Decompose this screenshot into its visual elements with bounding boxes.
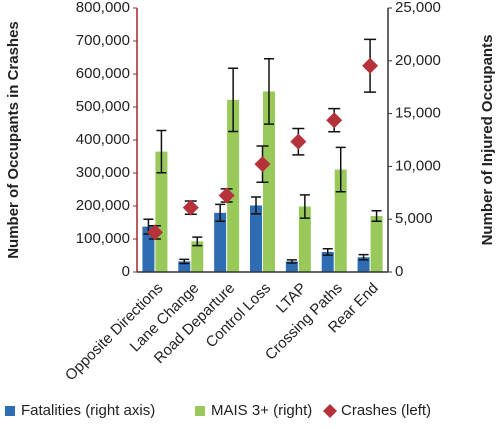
legend-swatch <box>323 404 337 418</box>
bar <box>357 257 370 272</box>
bar <box>227 99 240 272</box>
y-tick-label: 200,000 <box>76 197 130 214</box>
error-bar <box>358 253 369 261</box>
bar <box>191 241 204 272</box>
error-bar <box>264 57 274 125</box>
diamond-marker <box>326 112 343 129</box>
diamond-marker <box>254 156 271 173</box>
bar <box>370 216 383 272</box>
y-tick-label: 0 <box>122 263 130 280</box>
y2-tick-label: 10,000 <box>395 157 441 174</box>
bar <box>214 212 227 272</box>
y-tick-label: 700,000 <box>76 32 130 49</box>
y-tick-label: 400,000 <box>76 131 130 148</box>
bar <box>155 151 168 272</box>
bar <box>263 91 275 272</box>
error-bar <box>156 129 167 174</box>
y2-tick-label: 15,000 <box>395 105 441 122</box>
error-bar <box>228 67 239 133</box>
y-tick-label: 100,000 <box>76 230 130 247</box>
error-bar <box>192 236 203 247</box>
error-bar <box>371 210 382 223</box>
error-bar <box>286 259 297 264</box>
legend-swatch <box>5 406 15 416</box>
bar <box>334 169 347 272</box>
diamond-marker <box>218 187 235 204</box>
y-tick-label: 800,000 <box>76 0 130 16</box>
bar <box>250 205 262 272</box>
legend-label: Crashes (left) <box>341 402 431 419</box>
error-bar <box>335 146 346 193</box>
error-bar <box>215 203 226 223</box>
diamond-marker <box>182 199 199 216</box>
diamond-marker <box>146 224 163 241</box>
error-bar <box>299 194 310 219</box>
y-axis-title: Number of Occupants in Crashes <box>5 21 22 259</box>
bar <box>298 206 311 272</box>
y2-tick-label: 25,000 <box>395 0 441 16</box>
diamond-marker <box>362 57 379 74</box>
error-bar <box>179 258 190 265</box>
y-tick-label: 500,000 <box>76 98 130 115</box>
legend-label: Fatalities (right axis) <box>21 402 155 419</box>
bar <box>285 261 298 272</box>
bar <box>321 251 334 272</box>
y-tick-label: 600,000 <box>76 65 130 82</box>
y2-axis-title: Number of Injured Occupants <box>479 35 496 246</box>
legend-swatch <box>195 406 205 416</box>
error-bar <box>322 248 333 256</box>
y2-tick-label: 5,000 <box>395 210 433 227</box>
error-bar <box>251 196 261 215</box>
y2-tick-label: 0 <box>395 263 403 280</box>
bar <box>142 226 155 272</box>
y-tick-label: 300,000 <box>76 164 130 181</box>
legend-label: MAIS 3+ (right) <box>211 402 312 419</box>
diamond-marker <box>290 133 307 150</box>
bar <box>178 261 191 272</box>
y2-tick-label: 20,000 <box>395 52 441 69</box>
